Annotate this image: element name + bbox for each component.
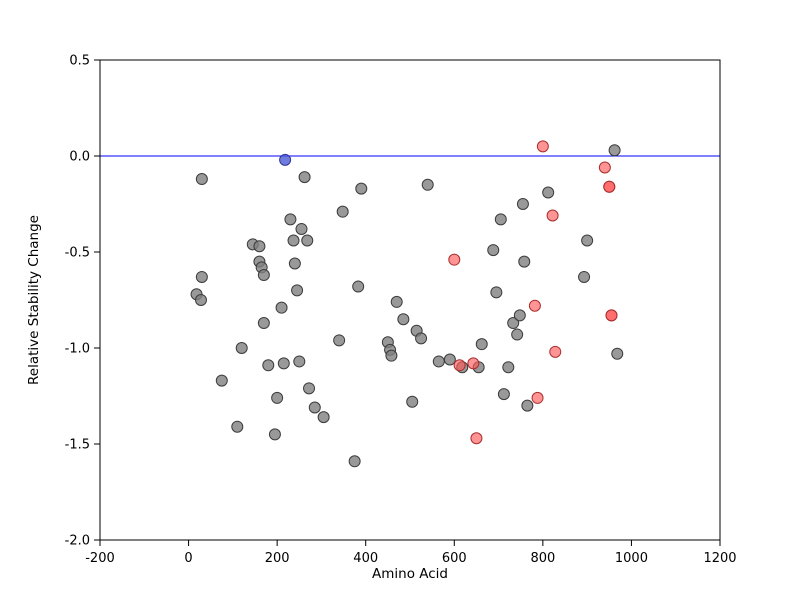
plot-area	[100, 60, 720, 540]
data-point	[531, 391, 544, 404]
data-point	[262, 359, 275, 372]
data-point	[308, 401, 321, 414]
data-point	[275, 301, 288, 314]
data-point	[549, 345, 562, 358]
data-point	[253, 240, 266, 253]
x-axis-label: Amino Acid	[372, 566, 448, 582]
data-point	[277, 357, 290, 370]
data-point	[605, 309, 618, 322]
data-point	[518, 255, 531, 268]
data-point	[303, 382, 316, 395]
x-tick-label: 200	[265, 551, 290, 566]
y-tick-label: 0.5	[69, 54, 90, 69]
data-point	[390, 295, 403, 308]
data-point	[453, 359, 466, 372]
data-point	[603, 180, 616, 193]
data-point	[581, 234, 594, 247]
x-tick-label: 800	[530, 551, 555, 566]
data-point	[502, 361, 515, 374]
data-point	[542, 186, 555, 199]
data-point	[295, 222, 308, 235]
x-tick-label: 1200	[703, 551, 736, 566]
data-point	[268, 428, 281, 441]
data-point	[513, 309, 526, 322]
data-point	[257, 269, 270, 282]
data-point	[355, 182, 368, 195]
y-tick-label: -1.0	[65, 342, 90, 357]
data-point	[271, 391, 284, 404]
data-point	[536, 140, 549, 153]
data-point	[385, 349, 398, 362]
data-point	[397, 313, 410, 326]
data-point	[528, 299, 541, 312]
data-point	[284, 213, 297, 226]
data-point	[194, 294, 207, 306]
data-point	[470, 432, 483, 445]
x-tick-label: 1000	[615, 551, 648, 566]
x-tick-label: 0	[184, 551, 192, 566]
data-point	[257, 317, 270, 330]
data-point	[301, 234, 314, 247]
data-point	[611, 347, 624, 360]
y-axis-label: Relative Stability Change	[26, 215, 42, 385]
data-points-layer	[190, 140, 624, 468]
data-point	[293, 355, 306, 368]
data-point	[608, 144, 621, 157]
data-point	[279, 153, 292, 166]
y-tick-label: -1.5	[65, 438, 90, 453]
data-point	[521, 399, 534, 412]
data-point	[516, 198, 529, 210]
y-tick-label: 0.0	[69, 150, 90, 165]
data-point	[497, 388, 510, 401]
data-point	[352, 280, 365, 293]
data-point	[511, 328, 524, 341]
series-red-mutations	[448, 140, 618, 445]
data-point	[348, 455, 361, 468]
data-point	[448, 253, 461, 266]
data-point	[333, 334, 346, 347]
data-point	[317, 411, 330, 424]
data-point	[578, 270, 591, 283]
data-point	[467, 357, 480, 370]
data-point	[598, 161, 611, 174]
y-tick-label: -2.0	[65, 534, 90, 549]
data-point	[215, 374, 228, 387]
data-point	[406, 395, 419, 408]
data-point	[421, 178, 434, 191]
data-point	[287, 234, 300, 247]
data-point	[231, 420, 244, 433]
x-tick-label: 600	[442, 551, 467, 566]
data-point	[415, 332, 428, 345]
data-point	[490, 286, 503, 299]
data-point	[494, 213, 507, 226]
data-point	[487, 244, 500, 257]
axes-frame	[99, 59, 721, 541]
data-point	[432, 355, 445, 368]
data-point	[443, 353, 456, 366]
y-tick-label: -0.5	[65, 246, 90, 261]
data-point	[336, 205, 349, 218]
data-point	[507, 317, 520, 330]
data-point	[291, 284, 304, 297]
data-point	[475, 338, 488, 351]
data-point	[546, 209, 559, 222]
x-tick-label: 400	[353, 551, 378, 566]
x-tick-label: -200	[85, 551, 115, 566]
data-point	[235, 342, 248, 354]
data-point	[195, 173, 208, 186]
ticks-layer	[94, 59, 721, 546]
tick-labels-layer: -200 0 200 400 600 800 1000 1200 -2.0 -1.5 -1.0 -0.…	[65, 54, 737, 567]
series-blue-mutation	[279, 153, 292, 166]
data-point	[298, 171, 311, 184]
data-point	[195, 270, 208, 283]
data-point	[288, 257, 301, 270]
